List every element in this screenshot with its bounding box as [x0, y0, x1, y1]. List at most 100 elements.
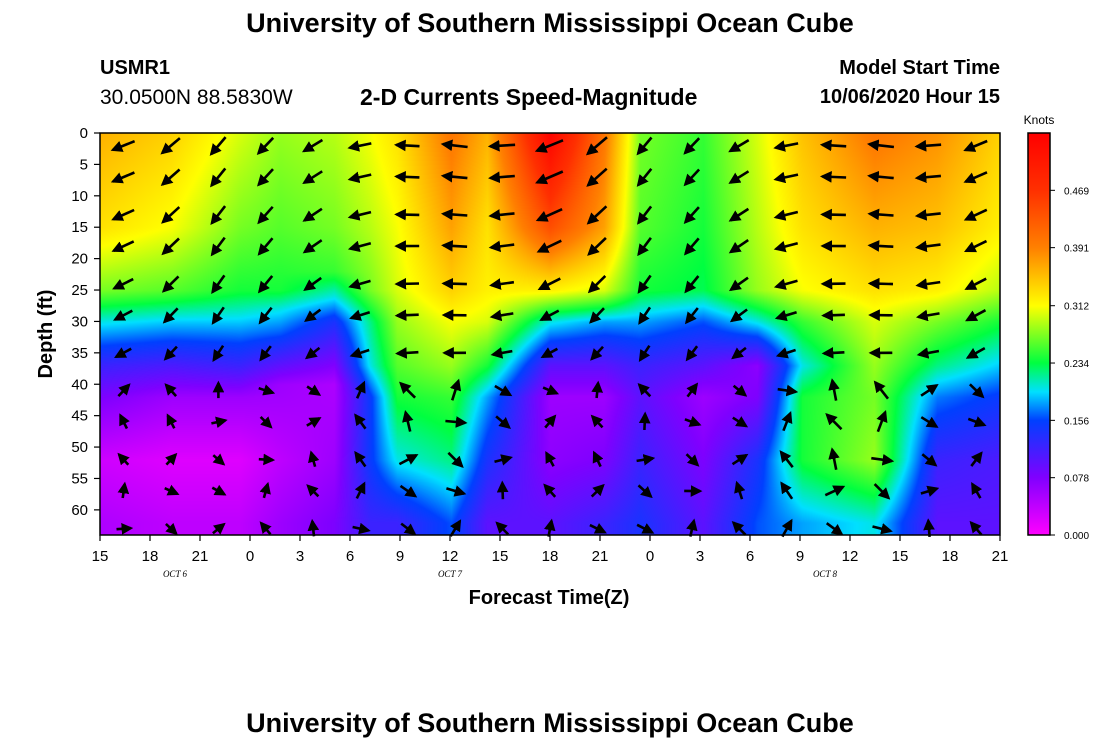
current-vector [587, 236, 607, 256]
current-vector [684, 415, 702, 427]
current-vector [111, 240, 135, 253]
current-vector [257, 168, 274, 187]
current-vector [488, 240, 515, 253]
y-tick-label: 60 [71, 502, 88, 519]
current-vector [828, 447, 840, 471]
current-vector [494, 384, 513, 397]
current-vector [819, 139, 847, 152]
current-vector [165, 522, 178, 536]
current-vector [773, 209, 799, 221]
x-tick-label: 18 [142, 548, 159, 565]
current-vector [447, 451, 464, 469]
current-vector [866, 139, 895, 152]
colorbar-tick-label: 0.312 [1064, 302, 1089, 313]
current-vector [590, 345, 604, 361]
current-vector [110, 171, 135, 184]
current-vector [773, 140, 799, 152]
current-vector [304, 308, 322, 323]
colorbar-gradient [1027, 132, 1051, 536]
current-vector [543, 518, 556, 537]
current-vector [867, 170, 894, 183]
speed-heatmap [100, 133, 1000, 535]
current-vector [394, 309, 419, 322]
x-tick-label: 0 [646, 548, 654, 565]
current-vector [876, 410, 888, 433]
current-vector [587, 274, 607, 294]
current-vector [592, 450, 604, 468]
current-vector [161, 237, 180, 256]
current-vector [301, 138, 324, 153]
current-vector [920, 485, 940, 497]
current-vector [781, 411, 793, 432]
current-vector [441, 277, 467, 290]
current-vector [210, 236, 226, 257]
current-vector [821, 309, 845, 322]
current-vector [536, 239, 562, 253]
current-vector [732, 384, 748, 397]
current-vector [440, 208, 468, 221]
current-vector [164, 383, 178, 397]
current-vector [211, 306, 225, 325]
y-tick-label: 55 [71, 470, 88, 487]
x-tick-label: 12 [842, 548, 859, 565]
current-vector [112, 277, 134, 290]
current-vector [399, 381, 417, 399]
x-tick-label: 18 [542, 548, 559, 565]
current-vector [537, 277, 561, 291]
current-vector [306, 384, 322, 396]
current-vector [354, 413, 367, 430]
current-vector [394, 171, 420, 183]
current-vector [729, 308, 748, 323]
current-vector [871, 453, 895, 466]
current-vector [394, 208, 420, 221]
current-vector [963, 139, 988, 152]
current-vector [303, 276, 322, 291]
current-vector [637, 383, 652, 398]
current-vector [728, 239, 749, 254]
current-vector [534, 139, 564, 153]
current-vector [488, 171, 515, 184]
current-vector [731, 520, 747, 536]
current-vector [586, 205, 608, 225]
current-vector [164, 484, 180, 496]
current-vector [259, 345, 272, 362]
x-axis-label: Forecast Time(Z) [469, 587, 630, 609]
y-tick-label: 5 [80, 156, 88, 173]
current-vector [347, 140, 372, 152]
x-tick-label: 21 [192, 548, 209, 565]
current-vector [446, 485, 467, 497]
current-vector [259, 481, 271, 499]
current-vector [590, 414, 604, 429]
current-vector [165, 452, 178, 466]
current-vector [636, 136, 653, 156]
current-vector [637, 274, 652, 294]
current-vector [347, 171, 372, 184]
current-vector [117, 452, 130, 466]
current-vector [258, 306, 273, 325]
current-vector [638, 344, 651, 362]
current-vector [487, 139, 516, 152]
current-vector [306, 417, 322, 429]
page-title: University of Southern Mississippi Ocean… [246, 8, 854, 38]
heatmap-raster [100, 133, 1000, 535]
current-vector [914, 209, 941, 221]
current-vector [113, 309, 133, 321]
current-vector [304, 346, 321, 360]
current-vector [352, 522, 371, 535]
current-vector [210, 205, 227, 226]
x-tick-label: 3 [296, 548, 304, 565]
current-vector [211, 416, 228, 429]
current-vector [781, 518, 793, 538]
current-vector [449, 378, 462, 401]
current-vector [686, 382, 699, 398]
current-vector [347, 209, 372, 221]
model-start-label: Model Start Time [839, 57, 1000, 79]
current-vector [110, 139, 136, 152]
current-vector [394, 277, 420, 290]
current-vector [684, 307, 699, 325]
current-vector [542, 384, 560, 396]
current-vector [728, 207, 750, 222]
current-vector [540, 347, 559, 359]
